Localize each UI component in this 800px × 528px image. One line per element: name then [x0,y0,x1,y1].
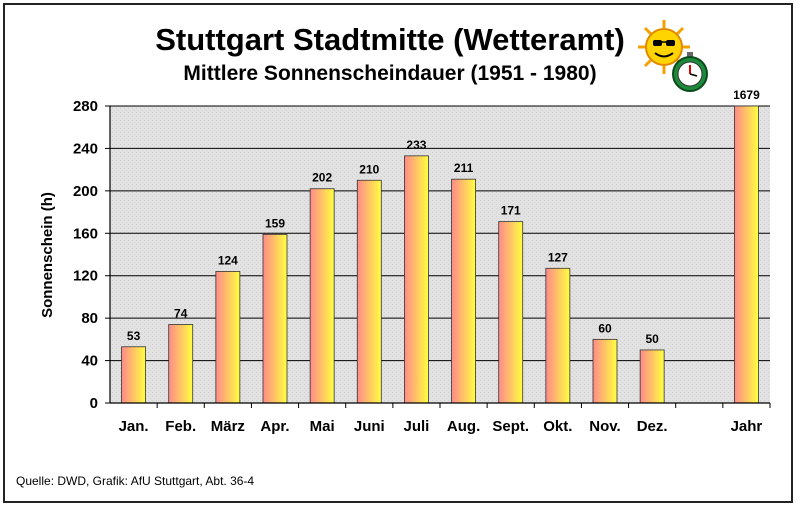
x-tick-label: Jahr [731,418,763,435]
y-tick-label: 280 [73,98,98,115]
bar [734,105,759,404]
bar [451,178,476,404]
data-label: 233 [406,138,426,152]
data-label: 53 [127,329,141,343]
bar [592,338,618,404]
y-tick-label: 200 [73,183,98,200]
chart-subtitle: Mittlere Sonnenscheindauer (1951 - 1980) [183,62,597,85]
data-label: 50 [645,332,659,346]
plot-area [110,106,770,403]
data-label: 202 [312,171,332,185]
data-label: 1679 [733,88,760,102]
bar [262,233,288,404]
x-tick-label: Apr. [260,418,289,435]
y-tick-label: 80 [81,310,98,327]
y-tick-label: 240 [73,140,98,157]
data-label: 211 [454,161,474,175]
bar [215,271,241,404]
data-label: 124 [218,253,238,267]
x-tick-label: Okt. [543,418,572,435]
data-label: 74 [174,307,188,321]
y-tick-label: 160 [73,225,98,242]
x-tick-label: Nov. [589,418,620,435]
x-tick-label: Jan. [119,418,149,435]
data-label: 159 [265,216,285,230]
x-tick-label: Dez. [637,418,668,435]
sun-icon [638,20,690,74]
bar [121,346,146,404]
data-label: 60 [598,321,612,335]
x-tick-label: Juli [404,418,430,435]
sun-stopwatch-logo [638,20,708,92]
chart-title: Stuttgart Stadtmitte (Wetteramt) [155,22,625,57]
stopwatch-icon [672,52,708,92]
y-axis-label: Sonnenschein (h) [39,192,56,318]
x-tick-label: Juni [354,418,385,435]
data-label: 171 [501,204,521,218]
y-tick-label: 40 [81,353,98,370]
x-tick-label: Sept. [492,418,529,435]
bar [356,179,382,404]
data-label: 210 [359,162,379,176]
bar [309,188,335,404]
bar [498,221,524,404]
data-label: 127 [548,250,568,264]
source-note: Quelle: DWD, Grafik: AfU Stuttgart, Abt.… [16,474,255,488]
bar [404,155,429,404]
x-tick-label: Aug. [447,418,480,435]
x-tick-label: Feb. [165,418,196,435]
x-tick-label: Mai [310,418,335,435]
bar [168,324,194,404]
y-tick-label: 0 [90,395,98,412]
bar [639,349,665,404]
y-tick-label: 120 [73,268,98,285]
bar [545,267,571,404]
x-tick-label: März [211,418,245,435]
